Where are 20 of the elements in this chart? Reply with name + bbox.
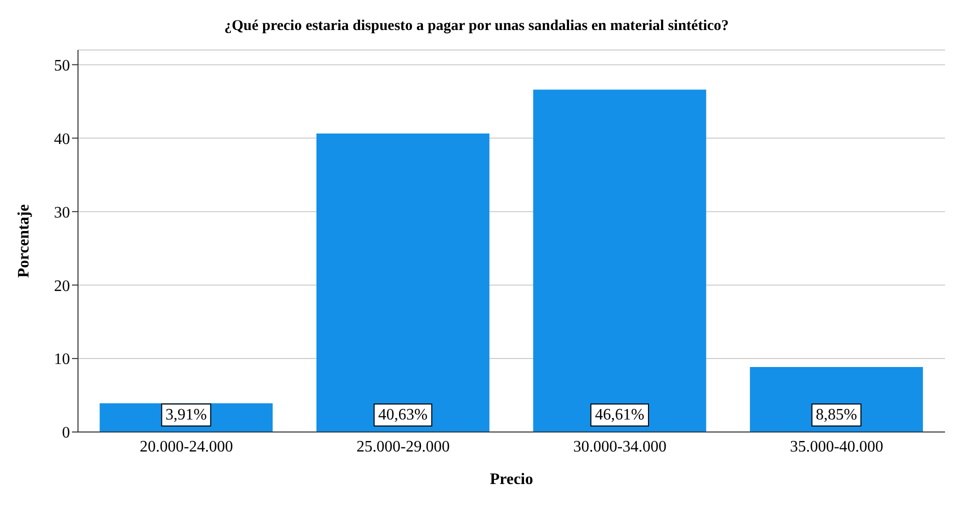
x-axis-title: Precio <box>490 471 534 488</box>
y-tick-label: 10 <box>54 351 70 368</box>
data-label: 8,85% <box>816 406 858 424</box>
data-label: 3,91% <box>166 406 207 424</box>
y-tick-label: 0 <box>62 424 70 442</box>
x-tick-label: 35.000-40.000 <box>790 438 884 456</box>
y-tick-label: 40 <box>54 130 70 148</box>
x-tick-label: 25.000-29.000 <box>356 438 450 456</box>
data-label: 40,63% <box>378 406 428 424</box>
y-tick-label: 50 <box>54 57 70 74</box>
y-tick-label: 30 <box>54 204 70 222</box>
x-tick-label: 20.000-24.000 <box>140 438 234 456</box>
bar <box>750 366 923 432</box>
y-axis-title: Porcentaje <box>16 204 33 278</box>
x-tick-label: 30.000-34.000 <box>573 438 667 456</box>
y-tick-label: 20 <box>54 278 70 295</box>
data-label: 46,61% <box>595 406 644 424</box>
chart-title: ¿Qué precio estaria dispuesto a pagar por unas sandalias en material sintético? <box>223 18 730 35</box>
bar <box>316 134 490 432</box>
bar <box>533 90 706 432</box>
